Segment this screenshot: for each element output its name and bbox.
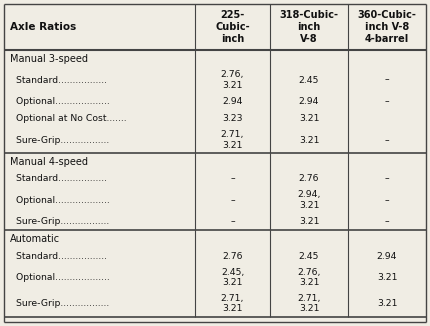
Text: Optional at No Cost.......: Optional at No Cost....... bbox=[10, 114, 126, 123]
Text: 3.21: 3.21 bbox=[377, 273, 397, 282]
Text: 3.21: 3.21 bbox=[299, 136, 319, 145]
Text: 2.71,
3.21: 2.71, 3.21 bbox=[297, 294, 321, 314]
Text: 2.94,
3.21: 2.94, 3.21 bbox=[297, 190, 321, 210]
Text: Manual 4-speed: Manual 4-speed bbox=[10, 157, 88, 167]
Text: 2.45,
3.21: 2.45, 3.21 bbox=[221, 268, 244, 288]
Text: Axle Ratios: Axle Ratios bbox=[10, 22, 76, 32]
Text: Optional...................: Optional................... bbox=[10, 97, 110, 106]
Text: 2.94: 2.94 bbox=[222, 97, 243, 106]
Text: 3.21: 3.21 bbox=[299, 217, 319, 227]
Text: 2.94: 2.94 bbox=[377, 252, 397, 260]
Text: –: – bbox=[230, 217, 235, 227]
Text: 2.45: 2.45 bbox=[299, 252, 319, 260]
Text: 2.76,
3.21: 2.76, 3.21 bbox=[221, 70, 244, 90]
Text: 2.76,
3.21: 2.76, 3.21 bbox=[297, 268, 321, 288]
Text: 3.21: 3.21 bbox=[377, 299, 397, 308]
Text: –: – bbox=[385, 97, 389, 106]
Text: Manual 3-speed: Manual 3-speed bbox=[10, 53, 88, 64]
Text: –: – bbox=[385, 136, 389, 145]
Text: 360-Cubic-
inch V-8
4-barrel: 360-Cubic- inch V-8 4-barrel bbox=[358, 10, 416, 44]
Text: 2.76: 2.76 bbox=[299, 174, 319, 183]
Text: Optional...................: Optional................... bbox=[10, 273, 110, 282]
Text: –: – bbox=[385, 76, 389, 84]
Text: 2.76: 2.76 bbox=[222, 252, 243, 260]
Text: 2.71,
3.21: 2.71, 3.21 bbox=[221, 294, 244, 314]
Text: 2.45: 2.45 bbox=[299, 76, 319, 84]
Text: 318-Cubic-
inch
V-8: 318-Cubic- inch V-8 bbox=[280, 10, 338, 44]
Text: 3.21: 3.21 bbox=[299, 114, 319, 123]
Text: 2.94: 2.94 bbox=[299, 97, 319, 106]
Text: Standard.................: Standard................. bbox=[10, 174, 107, 183]
Text: 3.23: 3.23 bbox=[222, 114, 243, 123]
Text: Standard.................: Standard................. bbox=[10, 76, 107, 84]
Text: –: – bbox=[385, 174, 389, 183]
Text: 225-
Cubic-
inch: 225- Cubic- inch bbox=[215, 10, 250, 44]
Text: –: – bbox=[230, 196, 235, 205]
Text: Sure-Grip.................: Sure-Grip................. bbox=[10, 136, 109, 145]
Text: –: – bbox=[385, 196, 389, 205]
Text: Sure-Grip.................: Sure-Grip................. bbox=[10, 217, 109, 227]
Text: Sure-Grip.................: Sure-Grip................. bbox=[10, 299, 109, 308]
Text: Automatic: Automatic bbox=[10, 234, 60, 244]
Text: –: – bbox=[385, 217, 389, 227]
Text: –: – bbox=[230, 174, 235, 183]
Text: Optional...................: Optional................... bbox=[10, 196, 110, 205]
Text: 2.71,
3.21: 2.71, 3.21 bbox=[221, 130, 244, 150]
Text: Standard.................: Standard................. bbox=[10, 252, 107, 260]
